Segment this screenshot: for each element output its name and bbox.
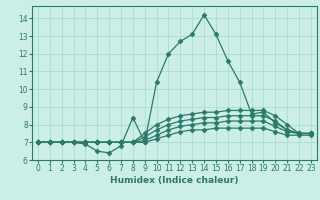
- X-axis label: Humidex (Indice chaleur): Humidex (Indice chaleur): [110, 176, 239, 185]
